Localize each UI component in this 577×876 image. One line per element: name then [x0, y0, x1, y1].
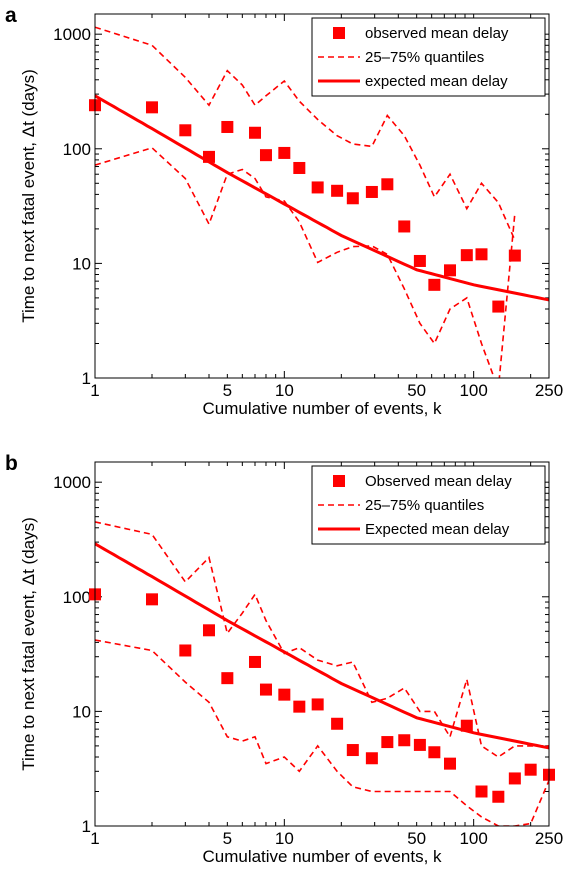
observed-point [428, 278, 441, 291]
plot-area [95, 26, 549, 378]
x-tick-label: 50 [407, 829, 426, 848]
observed-point [428, 746, 441, 759]
observed-point [460, 719, 473, 732]
observed-point [278, 688, 291, 701]
axes-frame [94, 461, 550, 827]
observed-point [259, 683, 272, 696]
observed-point [346, 192, 359, 205]
observed-point [145, 593, 158, 606]
observed-point [365, 752, 378, 765]
observed-point [444, 264, 457, 277]
y-tick-label: 1000 [53, 25, 91, 44]
observed-point [249, 655, 262, 668]
observed-point [492, 300, 505, 313]
x-tick-label: 250 [535, 829, 563, 848]
observed-point [398, 220, 411, 233]
observed-point [508, 772, 521, 785]
legend: observed mean delay 25–75% quantiles expec… [311, 17, 546, 97]
observed-point [475, 248, 488, 261]
observed-point [202, 624, 215, 637]
expected-mean-line [95, 542, 549, 750]
x-tick-label: 10 [275, 829, 294, 848]
x-tick-label: 100 [459, 829, 487, 848]
observed-point [346, 744, 359, 757]
quantile-25-line [95, 639, 549, 826]
observed-point [508, 249, 521, 262]
y-tick-label: 10 [72, 254, 91, 273]
observed-point [259, 149, 272, 162]
observed-point [221, 120, 234, 133]
observed-point [331, 717, 344, 730]
x-tick-label: 5 [223, 381, 232, 400]
observed-point [179, 124, 192, 137]
y-tick-label: 1000 [53, 473, 91, 492]
quantile-25-line [95, 146, 516, 378]
observed-point [475, 785, 488, 798]
legend-entry-label: Observed mean delay [365, 473, 512, 490]
x-axis-label: Cumulative number of events, k [202, 847, 442, 866]
observed-point [413, 738, 426, 751]
legend-marker-square [333, 27, 345, 39]
y-tick-label: 100 [63, 588, 91, 607]
y-axis-label: Time to next fatal event, Δt (days) [19, 517, 38, 771]
x-tick-label: 1 [90, 829, 99, 848]
legend-entry-label: expected mean delay [365, 73, 508, 90]
axes-frame [94, 13, 550, 379]
observed-point [311, 181, 324, 194]
chart-panel-b: b 1 5 10 50 100 250 1 10 100 1000 Cumulative number… [5, 452, 563, 866]
observed-point [179, 644, 192, 657]
y-axis-label: Time to next fatal event, Δt (days) [19, 69, 38, 323]
expected-mean-line [95, 94, 549, 302]
x-tick-label: 5 [223, 829, 232, 848]
legend-entry-label: Expected mean delay [365, 521, 510, 538]
x-axis-label: Cumulative number of events, k [202, 399, 442, 418]
observed-point [331, 184, 344, 197]
observed-point [221, 672, 234, 685]
plot-area [95, 521, 549, 826]
panel-label: a [5, 4, 17, 27]
observed-point [365, 185, 378, 198]
observed-point [444, 757, 457, 770]
observed-point [413, 254, 426, 267]
observed-point [460, 249, 473, 262]
x-tick-label: 1 [90, 381, 99, 400]
observed-point [524, 763, 537, 776]
x-tick-label: 100 [459, 381, 487, 400]
y-tick-label: 1 [82, 817, 91, 836]
observed-point [145, 101, 158, 114]
chart-panel-a: a 1 5 10 50 100 250 1 10 100 1000 Cumulative number… [5, 4, 563, 418]
observed-point [398, 734, 411, 747]
y-tick-label: 100 [63, 140, 91, 159]
observed-point [202, 150, 215, 163]
observed-point [293, 161, 306, 174]
x-tick-label: 50 [407, 381, 426, 400]
x-tick-label: 250 [535, 381, 563, 400]
observed-point [311, 698, 324, 711]
y-tick-label: 10 [72, 702, 91, 721]
panel-label: b [5, 452, 18, 475]
legend-entry-label: 25–75% quantiles [365, 49, 484, 66]
observed-point [381, 736, 394, 749]
observed-point [293, 700, 306, 713]
legend-entry-label: observed mean delay [365, 25, 509, 42]
observed-point [492, 790, 505, 803]
legend-entry-label: 25–75% quantiles [365, 497, 484, 514]
y-tick-label: 1 [82, 369, 91, 388]
observed-point [381, 178, 394, 191]
x-tick-label: 10 [275, 381, 294, 400]
observed-point [249, 126, 262, 139]
observed-point [278, 146, 291, 159]
legend: Observed mean delay 25–75% quantiles Expec… [311, 465, 546, 545]
quantile-75-line [95, 521, 549, 758]
quantile-75-line [95, 26, 516, 241]
legend-marker-square [333, 475, 345, 487]
